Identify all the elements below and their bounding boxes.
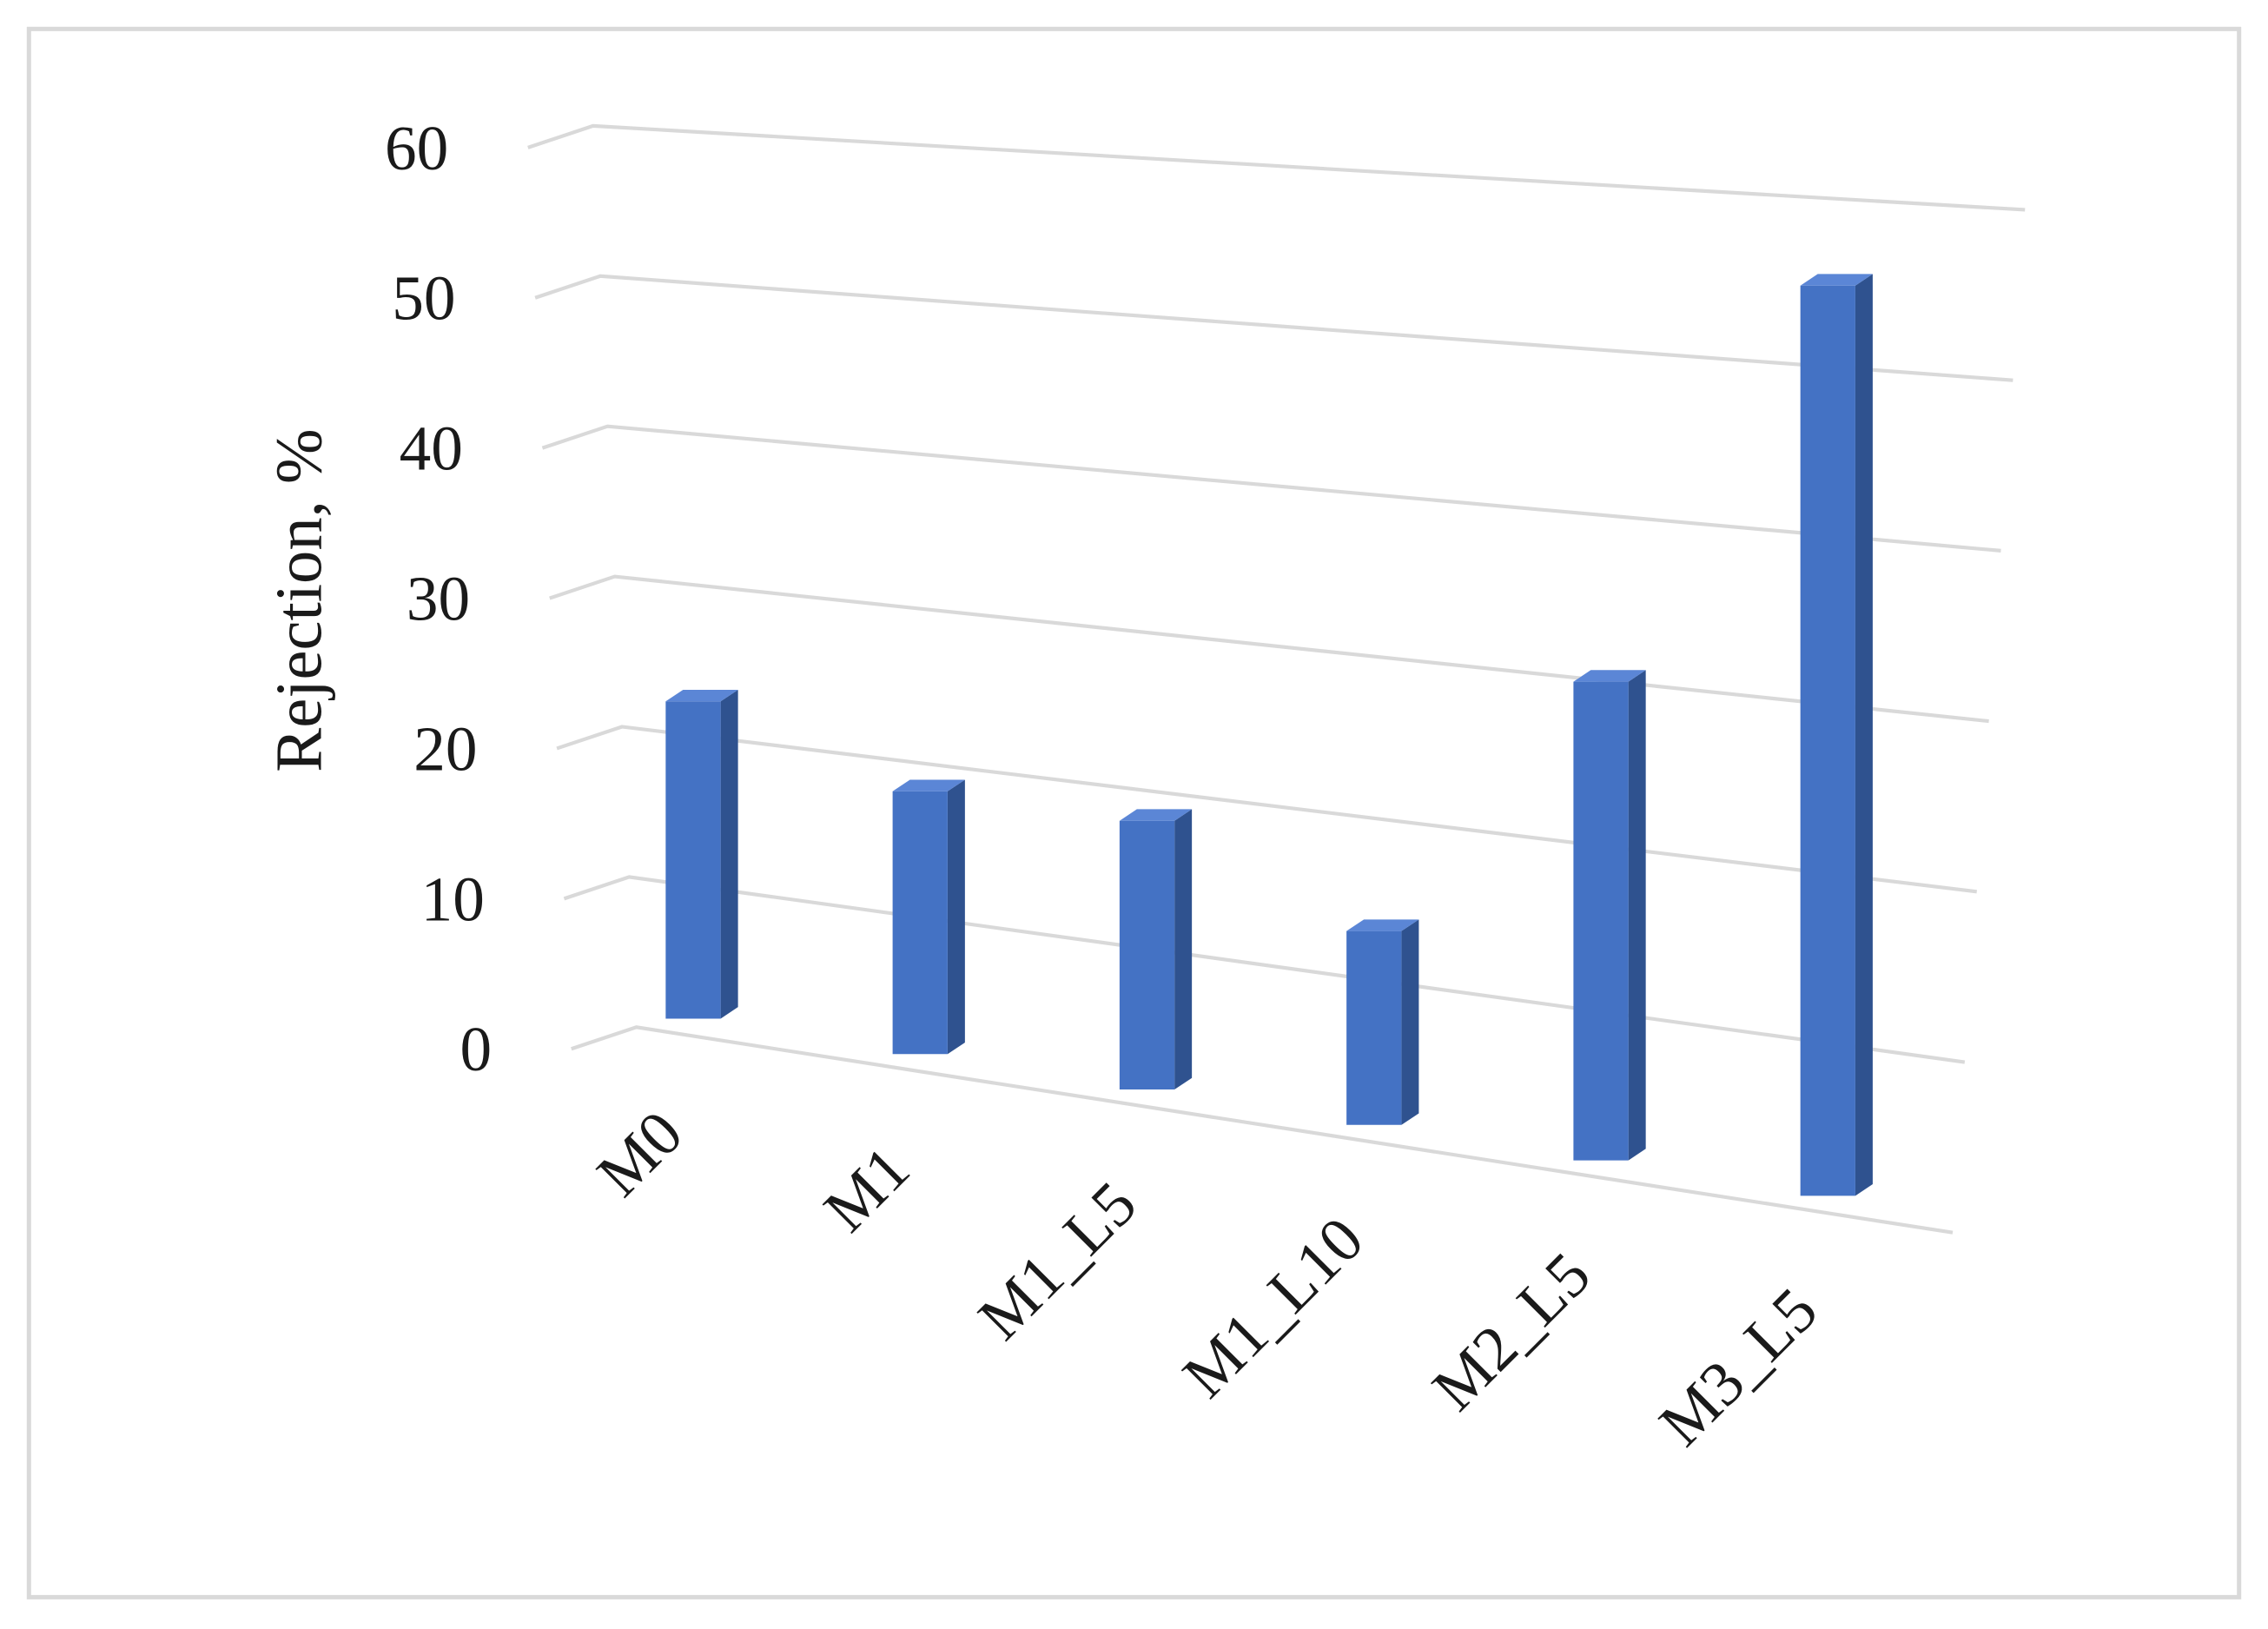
bar-front (665, 701, 721, 1019)
bar-front (1800, 285, 1855, 1196)
bar-top (1346, 919, 1419, 931)
y-tick-label: 30 (407, 564, 470, 634)
bar-top (1119, 809, 1193, 821)
bar-side (1401, 919, 1419, 1125)
bar-top (1573, 670, 1646, 682)
grid-line (549, 574, 1989, 724)
bar-top (892, 779, 965, 791)
y-tick-label: 40 (400, 414, 463, 484)
bar-side (1628, 670, 1646, 1161)
grid-line (527, 123, 2026, 212)
y-tick-label: 0 (460, 1014, 493, 1084)
grid-line (571, 1025, 1954, 1235)
bar-side (947, 779, 965, 1055)
y-tick-label: 50 (392, 263, 455, 334)
bar-side (1855, 274, 1873, 1196)
grid-line (556, 725, 1977, 894)
bar-top (1800, 274, 1873, 286)
bar-front (1119, 820, 1175, 1090)
y-tick-label: 20 (413, 713, 477, 784)
y-tick-label: 60 (385, 113, 448, 183)
bar-front (1573, 681, 1629, 1161)
y-tick-label: 10 (421, 864, 485, 934)
grid-line (563, 875, 1966, 1064)
grid-line (534, 274, 2013, 382)
bar-side (720, 689, 738, 1019)
bar-side (1174, 809, 1193, 1090)
bar-front (892, 791, 948, 1055)
y-axis-title: Rejection, % (262, 428, 336, 772)
bar-top (665, 689, 738, 702)
bar-front (1346, 930, 1402, 1125)
grid-line (541, 424, 2001, 553)
